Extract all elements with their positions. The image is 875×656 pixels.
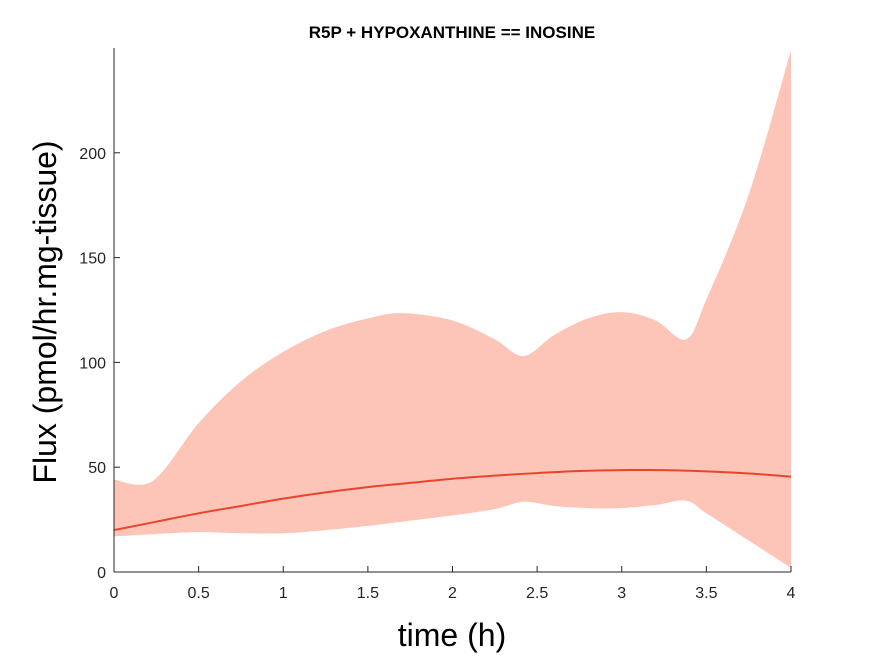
y-tick-label: 200	[79, 146, 106, 163]
x-tick-label: 1.5	[357, 585, 379, 602]
x-axis-label: time (h)	[398, 617, 506, 653]
y-axis-label: Flux (pmol/hr.mg-tissue)	[27, 140, 63, 483]
y-tick-label: 150	[79, 251, 106, 268]
x-tick-label: 3	[617, 585, 626, 602]
y-tick-label: 100	[79, 355, 106, 372]
x-tick-label: 1	[279, 585, 288, 602]
y-tick-label: 50	[88, 460, 106, 477]
y-tick-label: 0	[97, 565, 106, 582]
flux-line	[113, 468, 792, 532]
confidence-band	[114, 50, 791, 568]
x-tick-label: 3.5	[695, 585, 717, 602]
chart-title: R5P + HYPOXANTHINE == INOSINE	[309, 23, 595, 42]
x-tick-label: 4	[787, 585, 796, 602]
y-axis: 0 50 100 150 200	[79, 48, 120, 582]
x-tick-label: 0.5	[188, 585, 210, 602]
x-tick-label: 2.5	[526, 585, 548, 602]
x-axis: 0 0.5 1 1.5 2 2.5 3 3.5 4	[110, 566, 796, 602]
plot-area	[113, 50, 792, 568]
x-tick-label: 2	[448, 585, 457, 602]
x-tick-label: 0	[110, 585, 119, 602]
